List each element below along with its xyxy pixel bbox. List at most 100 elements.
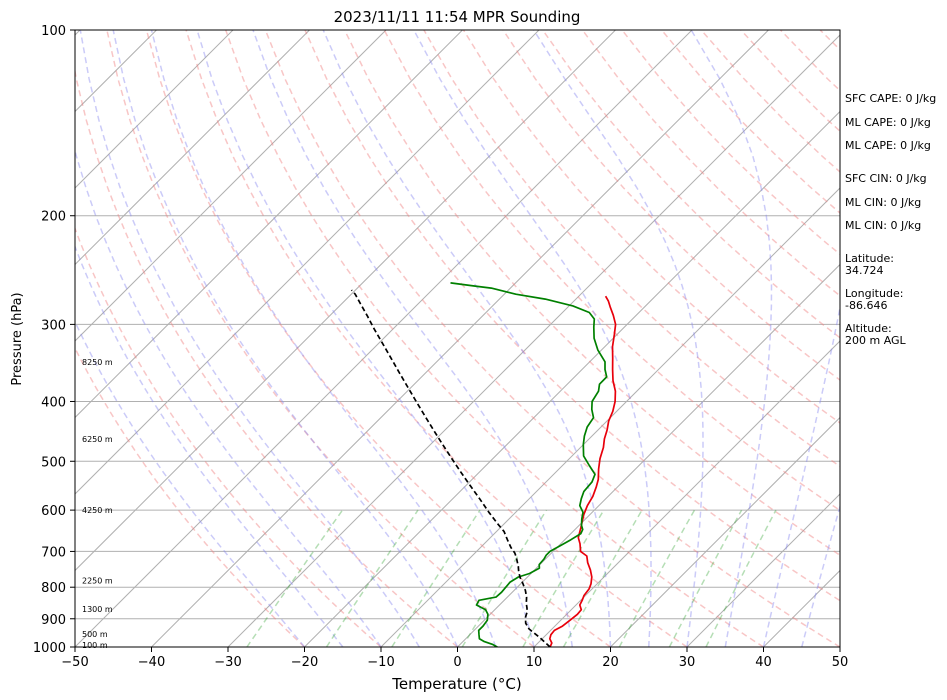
- mixing-ratio-line: [668, 509, 743, 647]
- x-tick-label: 20: [602, 655, 619, 670]
- side-stat-label: Altitude:: [845, 322, 892, 335]
- isotherm-line: [75, 30, 693, 647]
- moist-adiabat-line: [762, 303, 840, 647]
- moist-adiabat-line: [112, 30, 459, 647]
- moist-adiabat-line: [75, 147, 382, 647]
- dry-adiabat-line: [264, 30, 840, 647]
- y-tick-label: 200: [41, 210, 66, 225]
- side-stat-label: Longitude:: [845, 287, 903, 300]
- dry-adiabat-line: [383, 30, 840, 512]
- y-tick-label: 900: [41, 613, 66, 628]
- isotherm-line: [75, 30, 387, 342]
- dry-adiabat-line: [581, 30, 840, 297]
- side-stats: SFC CAPE: 0 J/kg ML CAPE: 0 J/kg ML CAPE: …: [845, 92, 936, 347]
- dewpoint-profile: [450, 282, 608, 647]
- side-stat-label: SFC CIN: 0 J/kg: [845, 172, 927, 185]
- dry-adiabat-line: [75, 67, 458, 647]
- dry-adiabat-line: [106, 30, 535, 647]
- x-tick-label: −50: [61, 655, 88, 670]
- isotherm-line: [686, 493, 840, 647]
- isotherm-line: [75, 30, 234, 189]
- x-tick-label: 10: [526, 655, 543, 670]
- isotherm-line: [227, 34, 840, 647]
- side-stat-label: Latitude:: [845, 252, 894, 265]
- side-stat-label: 200 m AGL: [845, 334, 907, 347]
- x-tick-label: 30: [679, 655, 696, 670]
- isotherm-line: [380, 187, 840, 647]
- moist-adiabat-line: [413, 30, 652, 647]
- tick-layer: −50 −40 −30 −20 −10 0 10 20 30 40 50 1000 900 800 700 6…: [33, 24, 848, 670]
- series-layer: [350, 282, 617, 647]
- x-tick-label: −40: [138, 655, 165, 670]
- side-stat-label: ML CAPE: 0 J/kg: [845, 139, 931, 152]
- mixing-ratio-line: [246, 509, 344, 647]
- altitude-label: 2250 m: [82, 576, 113, 585]
- moist-adiabat-line: [196, 30, 535, 647]
- y-tick-label: 1000: [33, 641, 66, 656]
- side-stat-label: ML CIN: 0 J/kg: [845, 196, 921, 209]
- isotherm-line: [457, 263, 840, 647]
- x-axis-label: Temperature (°C): [391, 675, 521, 693]
- y-tick-label: 500: [41, 455, 66, 470]
- x-tick-label: −30: [214, 655, 241, 670]
- dry-adiabat-line: [75, 226, 382, 647]
- moist-adiabat-line: [533, 30, 704, 647]
- moist-adiabat-line: [801, 503, 840, 647]
- altitude-label: 500 m: [82, 630, 108, 639]
- y-tick-label: 300: [41, 318, 66, 333]
- moist-adiabat-line: [75, 244, 344, 647]
- isotherm-line: [75, 30, 310, 266]
- y-axis-label: Pressure (hPa): [10, 292, 25, 385]
- altitude-label: 8250 m: [82, 358, 113, 367]
- grid-clip-group: [75, 30, 840, 647]
- dry-adiabat-line: [343, 30, 840, 557]
- side-stat-label: SFC CAPE: 0 J/kg: [845, 92, 936, 105]
- chart-title: 2023/11/11 11:54 MPR Sounding: [334, 8, 581, 26]
- parcel-path: [350, 289, 551, 647]
- isotherm-line: [75, 30, 616, 572]
- isotherm-line: [75, 30, 463, 419]
- side-stat-label: -86.646: [845, 299, 887, 312]
- x-tick-label: 0: [453, 655, 461, 670]
- series-clip-group: [350, 282, 617, 647]
- background-grid: [75, 30, 840, 647]
- isotherm-line: [75, 30, 540, 495]
- y-tick-label: 700: [41, 545, 66, 560]
- y-tick-label: 400: [41, 395, 66, 410]
- moist-adiabat-line: [690, 30, 773, 647]
- moist-adiabat-line: [252, 30, 574, 647]
- altitude-labels: 100 m 500 m 1300 m 2250 m 4250 m 6250 m 8250 m: [82, 358, 113, 650]
- mixing-ratio-line: [391, 509, 481, 647]
- moist-adiabat-line: [79, 30, 420, 647]
- mixing-ratio-line: [705, 509, 777, 647]
- altitude-label: 100 m: [82, 641, 108, 650]
- altitude-label: 1300 m: [82, 605, 113, 614]
- side-stat-label: ML CAPE: 0 J/kg: [845, 116, 931, 129]
- altitude-label: 4250 m: [82, 506, 113, 515]
- dry-adiabat-line: [423, 30, 840, 468]
- moist-adiabat-line: [150, 30, 497, 647]
- isotherm-line: [533, 340, 840, 647]
- mixing-ratio-line: [522, 509, 605, 647]
- x-tick-label: −10: [367, 655, 394, 670]
- side-stat-label: ML CIN: 0 J/kg: [845, 219, 921, 232]
- mixing-ratio-line: [562, 509, 643, 647]
- y-tick-label: 100: [41, 24, 66, 39]
- y-tick-label: 800: [41, 581, 66, 596]
- x-tick-label: −20: [291, 655, 318, 670]
- side-stat-label: 34.724: [845, 264, 884, 277]
- dry-adiabat-line: [145, 30, 611, 647]
- mixing-ratio-line: [325, 509, 419, 647]
- x-tick-label: 50: [832, 655, 849, 670]
- mixing-ratio-line: [618, 509, 696, 647]
- isotherm-line: [610, 416, 840, 647]
- mixing-ratio-line: [461, 509, 548, 647]
- x-tick-label: 40: [755, 655, 772, 670]
- dry-adiabat-line: [75, 346, 306, 647]
- dry-adiabat-line: [185, 30, 688, 647]
- isotherm-line: [151, 30, 769, 647]
- altitude-label: 6250 m: [82, 435, 113, 444]
- temperature-profile: [548, 295, 617, 647]
